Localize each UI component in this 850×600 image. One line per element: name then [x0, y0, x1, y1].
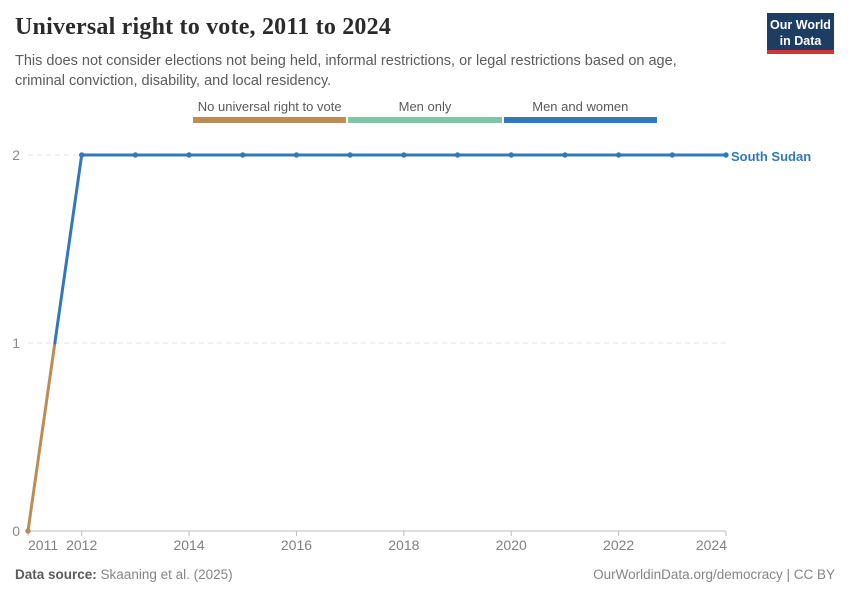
x-tick-label-2012: 2012: [66, 537, 97, 553]
data-source-value: Skaaning et al. (2025): [100, 567, 233, 582]
x-tick-label-2024: 2024: [696, 537, 727, 553]
data-point-2021[interactable]: [562, 152, 568, 158]
data-point-2020[interactable]: [508, 152, 514, 158]
legend-item-men-only[interactable]: Men only: [348, 99, 502, 123]
data-point-2022[interactable]: [615, 152, 622, 158]
data-point-2019[interactable]: [454, 152, 461, 158]
legend-label: Men and women: [532, 99, 629, 114]
x-tick-label-2022: 2022: [603, 537, 634, 553]
attribution-link[interactable]: OurWorldinData.org/democracy | CC BY: [593, 567, 835, 582]
data-point-2017[interactable]: [347, 152, 353, 158]
data-point-2015[interactable]: [240, 152, 246, 158]
owid-logo-text: Our World in Data: [770, 18, 831, 48]
owid-logo-stripe: [767, 50, 834, 54]
data-point-2016[interactable]: [293, 152, 300, 158]
x-tick-label-2014: 2014: [173, 537, 204, 553]
data-point-2013[interactable]: [132, 152, 139, 158]
legend-item-men-and-women[interactable]: Men and women: [503, 99, 657, 123]
x-tick-label-2020: 2020: [496, 537, 527, 553]
data-point-2014[interactable]: [186, 152, 192, 158]
legend-color-bar: [348, 117, 502, 123]
chart-subtitle: This does not consider elections not bei…: [15, 53, 677, 89]
legend-label: Men only: [398, 99, 452, 114]
y-tick-label-0: 0: [12, 523, 20, 539]
data-point-2011[interactable]: [25, 528, 31, 534]
legend-item-no-universal-right[interactable]: No universal right to vote: [193, 99, 347, 123]
series-line-segment-0: [26, 341, 57, 533]
legend-label: No universal right to vote: [197, 99, 342, 114]
data-source-note: Data source: Skaaning et al. (2025): [15, 567, 233, 582]
chart-footer: Data source: Skaaning et al. (2025) OurW…: [15, 567, 835, 582]
data-point-2023[interactable]: [669, 152, 676, 158]
owid-logo[interactable]: Our World in Data: [767, 13, 834, 54]
legend-color-bar: [193, 117, 347, 123]
data-source-label: Data source:: [15, 567, 97, 582]
x-tick-label-2018: 2018: [388, 537, 419, 553]
series-line-segment-1: [53, 153, 728, 345]
x-tick-label-2016: 2016: [281, 537, 312, 553]
data-point-2018[interactable]: [401, 152, 407, 158]
data-point-2012[interactable]: [78, 152, 85, 158]
y-tick-label-2: 2: [12, 147, 20, 163]
data-point-2024[interactable]: [723, 152, 729, 158]
page-title: Universal right to vote, 2011 to 2024: [15, 14, 392, 40]
series-entity-label[interactable]: South Sudan: [731, 149, 812, 164]
x-tick-label-2011: 2011: [28, 537, 58, 553]
y-tick-label-1: 1: [12, 335, 20, 351]
legend-color-bar: [503, 117, 657, 123]
categorical-legend: No universal right to vote Men only Men …: [193, 99, 657, 123]
